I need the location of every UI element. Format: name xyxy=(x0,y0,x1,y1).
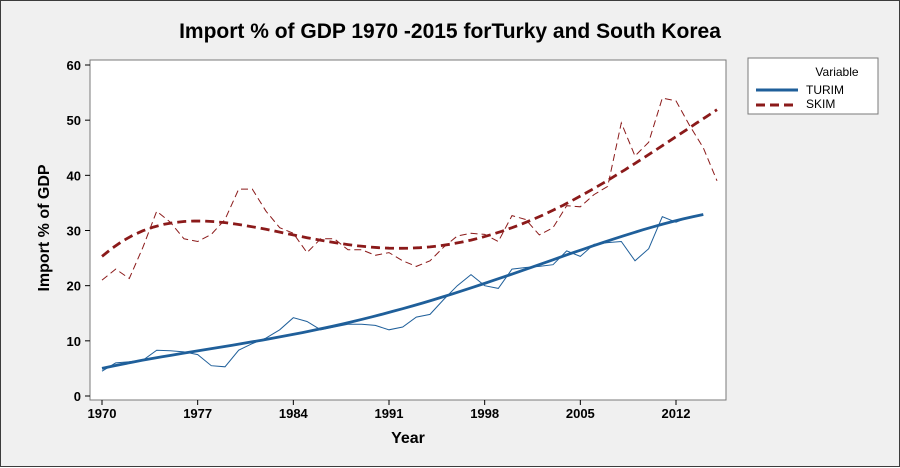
fit-line-skim xyxy=(101,108,718,258)
axes: 1970 1977 1984 1991 1998 2005 2012 0 10 20 30 40 50 6… xyxy=(67,58,691,421)
legend-label-skim: SKIM xyxy=(806,97,835,111)
y-tick-label: 50 xyxy=(67,113,81,128)
legend-box xyxy=(747,57,879,115)
y-tick-label: 0 xyxy=(74,389,81,404)
legend-label-turim: TURIM xyxy=(806,83,844,97)
y-tick-label: 60 xyxy=(67,58,81,73)
x-tick-label: 2012 xyxy=(662,406,691,421)
fit-line-turim xyxy=(101,213,704,370)
x-tick-label: 1977 xyxy=(183,406,212,421)
y-tick-label: 20 xyxy=(67,279,81,294)
x-tick-label: 1984 xyxy=(279,406,309,421)
legend-title: Variable xyxy=(815,65,858,79)
y-tick-label: 40 xyxy=(67,168,81,183)
x-axis-title: Year xyxy=(391,430,425,447)
series-line-skim xyxy=(101,97,718,281)
plot-area xyxy=(89,59,727,401)
y-tick-label: 10 xyxy=(67,334,81,349)
x-tick-label: 1970 xyxy=(88,406,117,421)
x-tick-label: 1991 xyxy=(375,406,404,421)
y-tick-label: 30 xyxy=(67,224,81,239)
x-tick-label: 2005 xyxy=(566,406,595,421)
legend: Variable TURIM SKIM xyxy=(747,57,879,115)
x-tick-label: 1998 xyxy=(470,406,499,421)
chart-title: Import % of GDP 1970 -2015 forTurky and … xyxy=(179,20,721,43)
y-axis-title: Import % of GDP xyxy=(36,164,53,291)
series-layer xyxy=(101,97,718,372)
